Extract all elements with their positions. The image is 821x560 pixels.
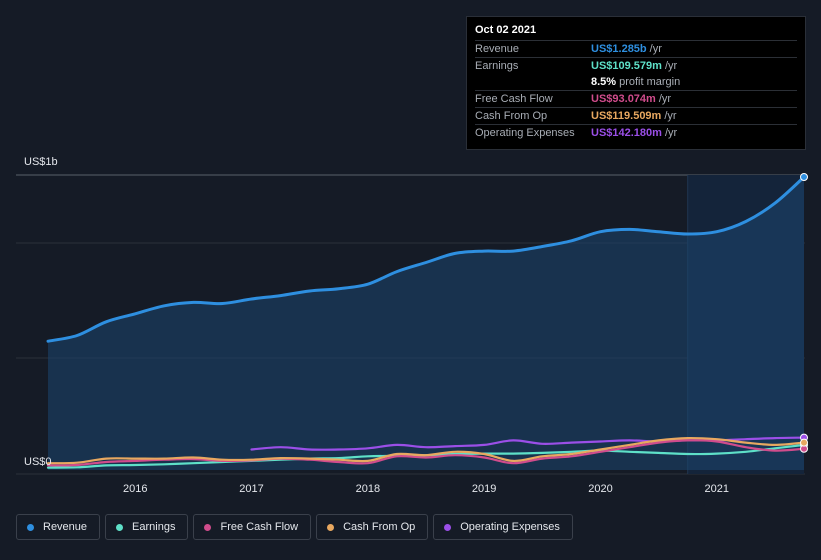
legend-item-earnings[interactable]: Earnings — [105, 514, 189, 540]
chart-legend: Revenue Earnings Free Cash Flow Cash From O… — [16, 514, 578, 540]
tooltip-row-unit: /yr — [664, 60, 678, 72]
tooltip-row: Operating Expenses US$142.180m/yr — [475, 124, 797, 141]
tooltip-row-unit: profit margin — [619, 76, 681, 88]
tooltip-row: Revenue US$1.285b/yr — [475, 40, 797, 57]
tooltip-row: 8.5% profit margin — [475, 74, 797, 90]
y-axis-bottom-label: US$0 — [24, 456, 52, 468]
tooltip-row: Free Cash Flow US$93.074m/yr — [475, 90, 797, 107]
cash-from-op-end-point — [800, 438, 808, 447]
revenue-area — [48, 177, 804, 470]
tooltip-date: Oct 02 2021 — [475, 24, 537, 36]
tooltip-row-label — [475, 74, 591, 90]
tooltip-row-value: 8.5% — [591, 76, 617, 88]
legend-dot-icon — [116, 523, 124, 531]
tooltip-row-label: Revenue — [475, 43, 520, 55]
x-tick-label: 2017 — [239, 483, 263, 495]
legend-item-free-cash-flow[interactable]: Free Cash Flow — [193, 514, 312, 540]
x-tick-label: 2020 — [588, 483, 612, 495]
cash-from-op-line — [46, 436, 806, 465]
free-cash-flow-line — [46, 439, 806, 467]
x-tick-label: 2021 — [705, 483, 729, 495]
tooltip-row: Earnings US$109.579m/yr — [475, 57, 797, 74]
legend-dot-icon — [27, 523, 34, 531]
legend-dot-icon — [444, 523, 452, 531]
x-tick-label: 2016 — [123, 483, 147, 495]
tooltip-row-unit: /yr — [649, 43, 662, 55]
tooltip-row-value: US$1.285b — [591, 43, 647, 55]
tooltip-row-value: US$109.579m — [591, 60, 662, 72]
legend-item-operating-expenses[interactable]: Operating Expenses — [433, 514, 573, 540]
legend-item-revenue[interactable]: Revenue — [16, 514, 101, 540]
legend-dot-icon — [327, 523, 335, 531]
tooltip-row-unit: /yr — [664, 110, 677, 122]
legend-item-label: Revenue — [43, 521, 88, 533]
x-tick-label: 2019 — [472, 483, 496, 495]
legend-item-cash-from-op[interactable]: Cash From Op — [316, 514, 429, 540]
tooltip-row: Cash From Op US$119.509m/yr — [475, 107, 797, 124]
tooltip-row-label: Cash From Op — [475, 110, 548, 122]
legend-item-label: Operating Expenses — [460, 521, 560, 533]
tooltip-row-label: Free Cash Flow — [475, 93, 553, 105]
tooltip-row-unit: /yr — [664, 127, 678, 139]
chart-canvas: 2016 2017 2018 2019 2020 2021 — [16, 173, 808, 495]
y-axis-top-label: US$1b — [24, 156, 58, 168]
data-tooltip: Oct 02 2021 Revenue US$1.285b/yr Earnings U… — [466, 16, 806, 150]
legend-item-label: Free Cash Flow — [220, 521, 299, 533]
x-tick-label: 2018 — [356, 483, 380, 495]
legend-item-label: Earnings — [132, 521, 176, 533]
revenue-line — [46, 175, 806, 343]
tooltip-row-unit: /yr — [658, 93, 672, 105]
tooltip-row-label: Operating Expenses — [475, 127, 575, 139]
tooltip-row-value: US$119.509m — [591, 110, 662, 122]
tooltip-row-value: US$142.180m — [591, 127, 662, 139]
tooltip-row-label: Earnings — [475, 60, 519, 72]
tooltip-row-value: US$93.074m — [591, 93, 656, 105]
revenue-end-point — [800, 173, 808, 181]
legend-item-label: Cash From Op — [343, 521, 416, 533]
legend-dot-icon — [204, 523, 212, 531]
